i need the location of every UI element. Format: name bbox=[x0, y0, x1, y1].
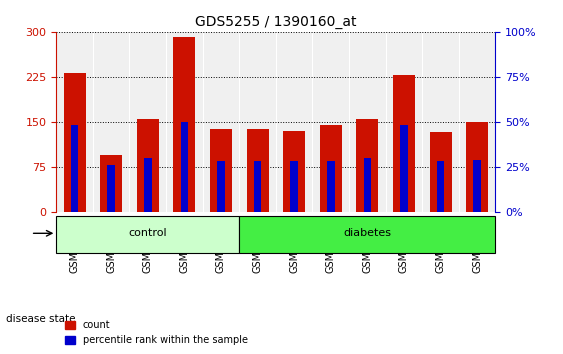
FancyBboxPatch shape bbox=[56, 216, 239, 253]
Bar bbox=[437, 161, 444, 212]
Bar bbox=[254, 161, 261, 212]
Legend: count, percentile rank within the sample: count, percentile rank within the sample bbox=[61, 316, 252, 349]
Bar bbox=[364, 158, 371, 212]
Text: control: control bbox=[128, 228, 167, 238]
Bar bbox=[144, 158, 151, 212]
Bar bbox=[473, 160, 481, 212]
Bar bbox=[393, 75, 415, 212]
Bar bbox=[217, 161, 225, 212]
Title: GDS5255 / 1390160_at: GDS5255 / 1390160_at bbox=[195, 16, 356, 29]
Bar bbox=[100, 155, 122, 212]
Bar bbox=[327, 161, 334, 212]
Bar bbox=[210, 129, 232, 212]
Bar bbox=[137, 119, 159, 212]
Bar bbox=[108, 165, 115, 212]
Bar bbox=[181, 122, 188, 212]
Bar bbox=[71, 125, 78, 212]
Bar bbox=[247, 129, 269, 212]
Bar bbox=[466, 122, 488, 212]
Bar bbox=[400, 125, 408, 212]
Text: disease state: disease state bbox=[6, 314, 75, 324]
FancyBboxPatch shape bbox=[239, 216, 495, 253]
Bar bbox=[283, 131, 305, 212]
Bar bbox=[173, 37, 195, 212]
Bar bbox=[291, 161, 298, 212]
Bar bbox=[320, 125, 342, 212]
Bar bbox=[356, 119, 378, 212]
Bar bbox=[430, 132, 452, 212]
Bar bbox=[64, 73, 86, 212]
Text: diabetes: diabetes bbox=[343, 228, 391, 238]
